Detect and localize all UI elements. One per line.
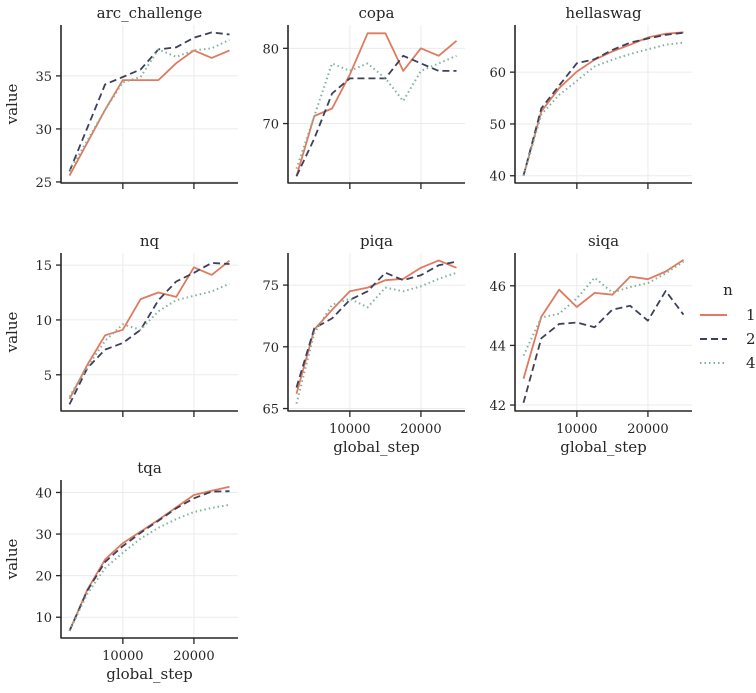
- series-line-n2: [68, 261, 230, 405]
- panel-tqa: 10 20 30 40 10000 20000 tqa global_step value: [3, 459, 238, 683]
- y-axis-label: value: [3, 312, 21, 354]
- y-tick-label: 75: [262, 279, 279, 294]
- y-tick-label: 30: [35, 123, 52, 138]
- panel-title: siqa: [588, 232, 619, 250]
- panel-title: copa: [359, 4, 395, 22]
- y-tick-label: 40: [489, 170, 506, 185]
- series-line-n1: [68, 49, 230, 177]
- series-line-n1: [295, 259, 457, 394]
- series-line-n2: [522, 31, 684, 176]
- series-line-n2: [68, 490, 230, 632]
- legend: n1 2 4: [700, 281, 756, 372]
- panel-title: hellaswag: [565, 4, 642, 22]
- panel-siqa: 42 44 46 10000 20000 siqa global_step: [489, 232, 692, 456]
- x-tick-label: 10000: [102, 649, 143, 664]
- panel-title: nq: [140, 232, 160, 250]
- y-tick-label: 40: [35, 486, 52, 501]
- x-tick-label: 20000: [400, 422, 441, 437]
- x-axis-label: global_step: [333, 438, 419, 456]
- y-tick-label: 70: [262, 118, 279, 133]
- y-tick-label: 10: [35, 611, 52, 626]
- series-line-n4: [68, 503, 230, 632]
- panel-title: piqa: [360, 232, 393, 250]
- x-tick-label: 20000: [627, 422, 668, 437]
- x-axis-label: global_step: [560, 438, 646, 456]
- legend-label: 4: [746, 354, 756, 372]
- series-line-n1: [522, 259, 684, 380]
- series-line-n2: [295, 54, 457, 177]
- legend-label: 1: [746, 306, 756, 324]
- series-line-n1: [68, 259, 231, 400]
- panel-copa: 70 80 copa: [262, 4, 465, 189]
- y-tick-label: 80: [262, 42, 279, 57]
- x-tick-label: 20000: [173, 649, 214, 664]
- legend-title: n: [723, 281, 733, 299]
- y-tick-label: 15: [35, 259, 52, 274]
- y-tick-label: 10: [35, 314, 52, 329]
- y-tick-label: 42: [489, 399, 506, 414]
- series-line-n2: [522, 289, 685, 403]
- panel-piqa: 65 70 75 10000 20000 piqa global_step: [262, 232, 465, 456]
- y-tick-label: 35: [35, 70, 52, 85]
- y-axis-label: value: [3, 539, 21, 581]
- y-tick-label: 25: [35, 176, 52, 191]
- series-line-n4: [522, 41, 684, 176]
- y-tick-label: 50: [489, 118, 506, 133]
- series-line-n4: [522, 260, 685, 357]
- x-tick-label: 10000: [329, 422, 370, 437]
- series-line-n4: [295, 271, 457, 404]
- series-line-n4: [68, 282, 230, 398]
- y-tick-label: 70: [262, 341, 279, 356]
- y-tick-label: 20: [35, 570, 52, 585]
- x-axis-label: global_step: [106, 665, 192, 683]
- panel-nq: 5 10 15 nq value: [3, 232, 238, 417]
- legend-label: 2: [746, 330, 756, 348]
- y-tick-label: 30: [35, 528, 52, 543]
- series-line-n2: [295, 260, 457, 388]
- y-axis-label: value: [3, 84, 21, 126]
- series-line-n4: [295, 54, 457, 170]
- y-tick-label: 44: [489, 339, 506, 354]
- x-tick-label: 10000: [556, 422, 597, 437]
- series-line-n1: [295, 32, 458, 177]
- y-tick-label: 46: [489, 280, 506, 295]
- y-tick-label: 65: [262, 403, 279, 418]
- series-line-n2: [68, 31, 230, 172]
- panel-title: tqa: [137, 459, 162, 477]
- panel-hellaswag: 40 50 60 hellaswag: [489, 4, 692, 189]
- y-tick-label: 5: [44, 369, 52, 384]
- panel-title: arc_challenge: [97, 4, 203, 22]
- y-tick-label: 60: [489, 66, 506, 81]
